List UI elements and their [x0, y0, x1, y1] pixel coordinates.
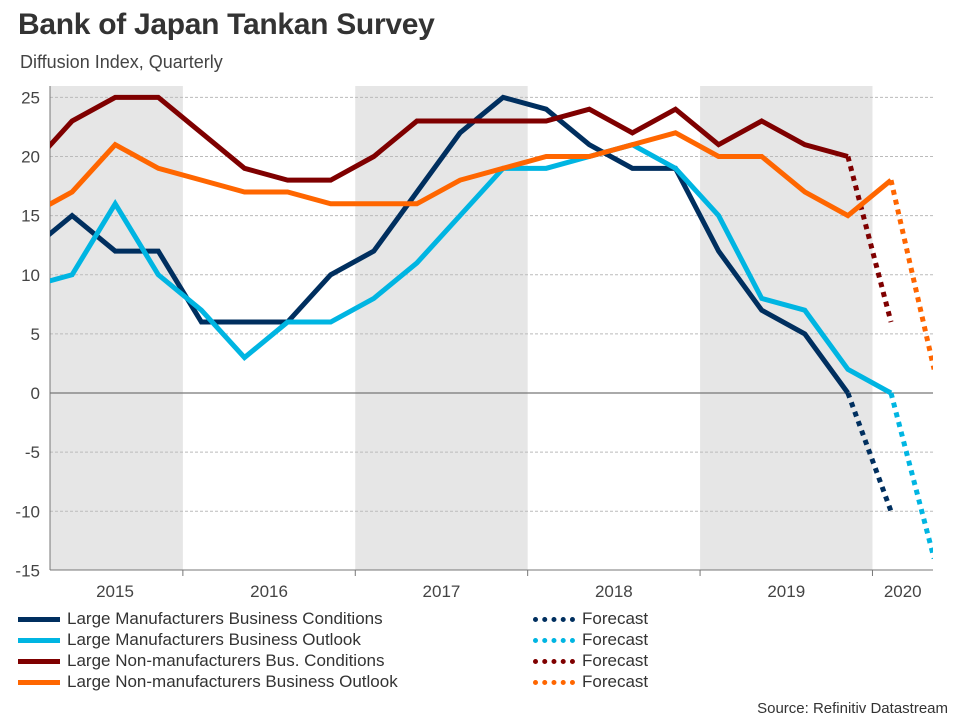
y-tick-label: -5: [25, 443, 40, 462]
year-shade-band: [50, 86, 183, 570]
legend-item: Large Manufacturers Business Outlook: [18, 630, 361, 650]
x-tick-label: 2018: [595, 582, 633, 601]
chart-title: Bank of Japan Tankan Survey: [18, 8, 435, 41]
legend-item-forecast: Forecast: [533, 609, 648, 629]
legend-swatch: [533, 637, 575, 643]
legend-label: Forecast: [582, 672, 649, 691]
legend-label: Forecast: [582, 609, 649, 628]
x-tick-label: 2020: [884, 582, 922, 601]
forecast-line: [845, 155, 894, 323]
y-tick-label: -15: [15, 561, 40, 580]
legend-label: Large Non-manufacturers Business Outlook: [67, 672, 398, 691]
forecast-line: [888, 179, 933, 370]
x-tick-label: 2016: [250, 582, 288, 601]
source-note: Source: Refinitiv Datastream: [757, 700, 948, 717]
legend-item-forecast: Forecast: [533, 651, 648, 671]
legend-swatch: [18, 637, 60, 643]
legend-item: Large Non-manufacturers Bus. Conditions: [18, 651, 385, 671]
series-line: [50, 141, 893, 396]
year-shade-band: [355, 86, 528, 570]
legend-item-forecast: Forecast: [533, 672, 648, 692]
legend-swatch: [533, 679, 575, 685]
legend-swatch: [533, 616, 575, 622]
legend-item: Large Manufacturers Business Conditions: [18, 609, 383, 629]
series-group: [50, 94, 933, 560]
legend-swatch: [18, 616, 60, 622]
series-line: [50, 130, 893, 219]
legend-label: Large Manufacturers Business Conditions: [67, 609, 383, 628]
y-tick-label: 0: [31, 384, 40, 403]
series-line: [50, 94, 849, 183]
legend-swatch: [533, 658, 575, 664]
year-shade-band: [700, 86, 873, 570]
legend-label: Forecast: [582, 651, 649, 670]
legend-swatch: [18, 658, 60, 664]
forecast-line: [888, 392, 933, 560]
forecast-line: [845, 392, 894, 513]
legend-item: Large Non-manufacturers Business Outlook: [18, 672, 398, 692]
legend-swatch: [18, 679, 60, 685]
chart-subtitle: Diffusion Index, Quarterly: [20, 52, 223, 72]
series-line: [50, 94, 850, 395]
y-tick-label: 20: [21, 148, 40, 167]
x-tick-label: 2019: [767, 582, 805, 601]
legend-label: Forecast: [582, 630, 649, 649]
y-tick-label: -10: [15, 502, 40, 521]
y-tick-label: 10: [21, 266, 40, 285]
legend-item-forecast: Forecast: [533, 630, 648, 650]
x-tick-label: 2017: [423, 582, 461, 601]
y-tick-label: 25: [21, 88, 40, 107]
legend-label: Large Manufacturers Business Outlook: [67, 630, 361, 649]
legend-label: Large Non-manufacturers Bus. Conditions: [67, 651, 385, 670]
y-tick-label: 5: [31, 325, 40, 344]
y-tick-label: 15: [21, 207, 40, 226]
x-tick-label: 2015: [96, 582, 134, 601]
